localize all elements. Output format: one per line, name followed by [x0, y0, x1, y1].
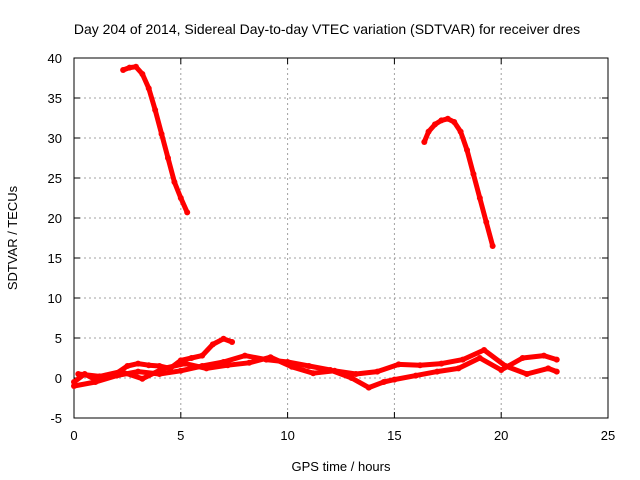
data-point	[459, 356, 466, 363]
data-point	[177, 195, 184, 201]
data-point	[425, 128, 432, 135]
plot-border	[73, 57, 609, 419]
x-tick-label: 15	[387, 428, 401, 443]
y-tick-label: 10	[48, 291, 62, 306]
data-point	[152, 107, 159, 113]
data-point	[139, 71, 146, 77]
data-point	[117, 368, 124, 375]
data-point	[184, 209, 191, 216]
data-point	[553, 368, 560, 375]
y-tick-label: 15	[48, 251, 62, 266]
data-point	[224, 362, 231, 369]
data-point	[391, 376, 398, 383]
data-point	[502, 363, 509, 369]
data-point	[331, 367, 338, 374]
data-point	[229, 339, 236, 345]
data-point	[523, 371, 530, 377]
data-point	[451, 119, 458, 125]
data-point	[120, 67, 127, 73]
data-point	[519, 355, 526, 361]
data-point	[417, 362, 424, 369]
data-point	[124, 363, 131, 369]
data-point	[203, 365, 210, 372]
data-point	[145, 85, 152, 92]
data-point	[209, 341, 216, 348]
data-point	[374, 368, 381, 375]
data-point	[164, 155, 171, 161]
data-point	[199, 352, 206, 359]
series-low-band-3	[75, 347, 560, 382]
data-point	[288, 363, 295, 370]
data-point	[135, 368, 142, 375]
series-layer	[71, 63, 560, 391]
grid-layer	[74, 58, 608, 418]
data-point	[160, 365, 167, 372]
data-point	[305, 363, 312, 369]
data-point	[158, 131, 165, 137]
data-point	[434, 368, 441, 375]
y-tick-label: 20	[48, 211, 62, 226]
data-point	[481, 347, 488, 353]
data-point	[545, 365, 552, 372]
data-point	[365, 384, 372, 391]
data-point	[476, 195, 483, 201]
series-arc-morning	[120, 64, 190, 215]
data-point	[540, 352, 547, 359]
data-point	[421, 139, 428, 145]
y-tick-label: 35	[48, 91, 62, 106]
data-point	[267, 354, 274, 361]
data-point	[457, 128, 464, 135]
data-point	[96, 373, 103, 380]
data-point	[145, 362, 152, 369]
data-point	[444, 115, 451, 122]
data-point	[553, 356, 560, 363]
data-point	[455, 365, 462, 372]
y-tick-label: 40	[48, 51, 62, 66]
data-point	[476, 355, 483, 361]
x-tick-label: 20	[494, 428, 508, 443]
data-point	[220, 335, 227, 342]
data-point	[188, 355, 195, 361]
tick-layer: 0 5 10 15 20 25 -5 0 5 10 15 20 25 30 35 40	[48, 51, 616, 443]
x-tick-label: 10	[280, 428, 294, 443]
data-point	[498, 367, 505, 373]
data-point	[464, 147, 471, 153]
data-point	[431, 121, 438, 128]
data-point	[352, 371, 359, 377]
y-axis-label: SDTVAR / TECUs	[5, 185, 20, 290]
data-point	[470, 171, 477, 177]
data-point	[135, 360, 142, 367]
data-point	[489, 243, 496, 249]
x-tick-label: 5	[177, 428, 184, 443]
data-point	[182, 360, 189, 367]
data-point	[139, 375, 146, 382]
x-axis-label: GPS time / hours	[292, 459, 391, 474]
data-point	[92, 379, 99, 385]
y-tick-label: 30	[48, 131, 62, 146]
chart-title: Day 204 of 2014, Sidereal Day-to-day VTE…	[74, 21, 580, 37]
data-point	[395, 361, 402, 368]
data-point	[483, 219, 490, 225]
y-tick-label: 0	[55, 371, 62, 386]
y-tick-label: 25	[48, 171, 62, 186]
data-point	[126, 64, 133, 71]
data-point	[438, 360, 445, 367]
data-point	[75, 371, 82, 377]
data-point	[177, 367, 184, 374]
y-tick-label: 5	[55, 331, 62, 346]
x-tick-label: 0	[70, 428, 77, 443]
data-point	[348, 375, 355, 381]
data-point	[438, 117, 445, 124]
data-point	[412, 372, 419, 379]
x-tick-label: 25	[601, 428, 615, 443]
data-point	[132, 63, 139, 70]
data-point	[241, 352, 248, 359]
data-point	[171, 179, 178, 185]
data-point	[71, 383, 77, 389]
data-point	[310, 370, 317, 377]
data-point	[246, 359, 253, 366]
y-tick-label: -5	[50, 411, 62, 426]
data-point	[380, 379, 387, 385]
